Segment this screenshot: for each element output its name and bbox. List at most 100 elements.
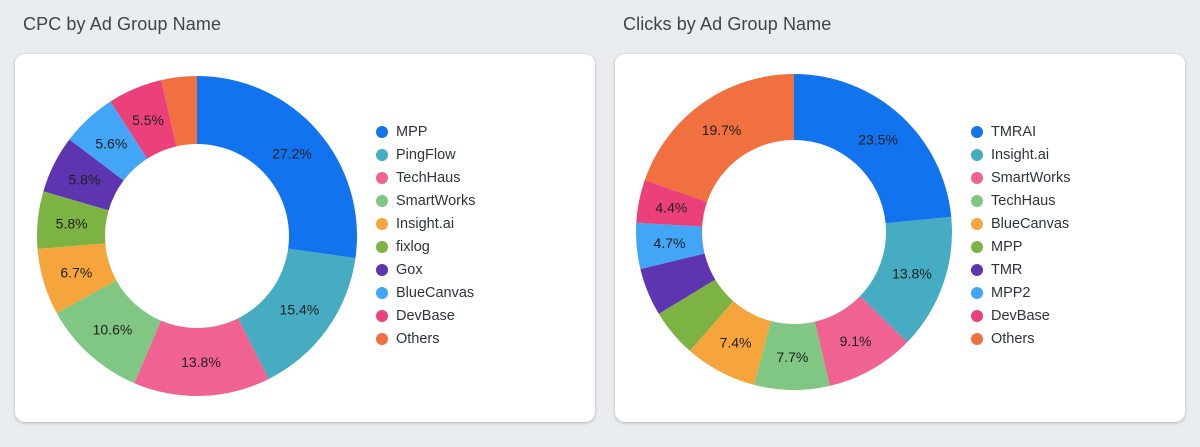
legend-item-smartworks[interactable]: SmartWorks — [971, 166, 1071, 189]
legend-swatch — [971, 332, 983, 345]
legend-label: Insight.ai — [396, 215, 455, 232]
legend-label: TechHaus — [991, 192, 1056, 209]
legend-swatch — [971, 171, 983, 184]
legend-label: fixlog — [396, 238, 430, 255]
legend-label: Others — [991, 330, 1035, 347]
slice-devbase[interactable] — [110, 80, 177, 159]
legend-label: PingFlow — [396, 146, 456, 163]
legend-swatch — [971, 286, 983, 299]
legend-item-fixlog[interactable]: fixlog — [376, 235, 476, 258]
legend-item-bluecanvas[interactable]: BlueCanvas — [971, 212, 1071, 235]
legend-swatch — [376, 171, 388, 184]
legend-item-devbase[interactable]: DevBase — [376, 304, 476, 327]
slice-label-insight-ai: 13.8% — [892, 265, 932, 281]
slice-techhaus[interactable] — [754, 321, 830, 391]
legend-item-mpp2[interactable]: MPP2 — [971, 281, 1071, 304]
slice-fixlog[interactable] — [36, 191, 109, 250]
legend-swatch — [971, 240, 983, 253]
legend-label: TechHaus — [396, 169, 461, 186]
cpc-chart-card: 5.5% 5.6% 5.8% 5.8% 6.7% 10.6% 13.8% 15.4% 27.2%… — [15, 54, 595, 422]
cpc-donut-chart: 5.5% 5.6% 5.8% 5.8% 6.7% 10.6% 13.8% 15.4% 27.2% — [36, 76, 357, 396]
clicks-chart-card: 19.7% 4.4% 4.7% 7.4% 7.7% 9.1% 13.8% 23.5% TMRA… — [615, 54, 1185, 422]
slice-label-devbase: 5.5% — [132, 112, 164, 128]
slice-smartworks[interactable] — [56, 280, 161, 384]
legend-swatch — [376, 125, 388, 138]
legend-swatch — [971, 148, 983, 161]
slice-label-bluecanvas: 5.6% — [95, 136, 127, 152]
slice-label-techhaus: 7.7% — [776, 349, 808, 365]
legend-item-gox[interactable]: Gox — [376, 258, 476, 281]
slice-mpp2[interactable] — [636, 222, 705, 270]
legend-swatch — [971, 217, 983, 230]
cpc-legend: MPP PingFlow TechHaus SmartWorks Insight.ai f… — [376, 120, 476, 350]
legend-swatch — [376, 286, 388, 299]
clicks-legend: TMRAI Insight.ai SmartWorks TechHaus BlueCan… — [971, 120, 1071, 350]
legend-swatch — [376, 217, 388, 230]
slice-label-devbase: 4.4% — [655, 200, 687, 216]
slice-label-bluecanvas: 7.4% — [720, 334, 752, 350]
slice-bluecanvas[interactable] — [69, 101, 148, 181]
slice-label-mpp: 27.2% — [272, 145, 312, 161]
chart-title-clicks: Clicks by Ad Group Name — [623, 14, 832, 34]
slice-pingflow[interactable] — [238, 248, 356, 380]
slice-mpp[interactable] — [197, 76, 357, 259]
legend-item-smartworks[interactable]: SmartWorks — [376, 189, 476, 212]
legend-item-tmrai[interactable]: TMRAI — [971, 120, 1071, 143]
legend-label: TMR — [991, 261, 1023, 278]
slice-label-techhaus: 13.8% — [181, 354, 221, 370]
slice-label-others: 19.7% — [702, 122, 742, 138]
legend-label: TMRAI — [991, 123, 1037, 140]
legend-item-bluecanvas[interactable]: BlueCanvas — [376, 281, 476, 304]
legend-label: MPP — [991, 238, 1023, 255]
legend-item-others[interactable]: Others — [376, 327, 476, 350]
legend-item-devbase[interactable]: DevBase — [971, 304, 1071, 327]
legend-label: Others — [396, 330, 440, 347]
slice-tmr[interactable] — [640, 253, 716, 314]
legend-label: DevBase — [396, 307, 455, 324]
slice-insight-ai[interactable] — [37, 243, 117, 314]
slice-label-tmrai: 23.5% — [858, 131, 898, 147]
slice-bluecanvas[interactable] — [689, 301, 771, 385]
slice-gox[interactable] — [43, 139, 124, 211]
legend-swatch — [376, 309, 388, 322]
legend-label: BlueCanvas — [396, 284, 475, 301]
slice-devbase[interactable] — [636, 180, 708, 227]
slice-tmrai[interactable] — [794, 74, 952, 224]
legend-item-pingflow[interactable]: PingFlow — [376, 143, 476, 166]
slice-label-fixlog: 5.8% — [56, 215, 88, 231]
legend-swatch — [971, 309, 983, 322]
legend-swatch — [376, 332, 388, 345]
legend-item-mpp[interactable]: MPP — [971, 235, 1071, 258]
legend-label: Gox — [396, 261, 423, 278]
legend-swatch — [376, 194, 388, 207]
slice-techhaus[interactable] — [134, 318, 269, 396]
slice-others[interactable] — [644, 74, 794, 202]
slice-others[interactable] — [161, 76, 197, 147]
legend-swatch — [971, 263, 983, 276]
legend-swatch — [971, 125, 983, 138]
legend-swatch — [971, 194, 983, 207]
legend-item-techhaus[interactable]: TechHaus — [971, 189, 1071, 212]
slice-label-smartworks: 10.6% — [93, 321, 133, 337]
slice-label-insight-ai: 6.7% — [60, 264, 92, 280]
legend-item-others[interactable]: Others — [971, 327, 1071, 350]
legend-label: MPP2 — [991, 284, 1031, 301]
legend-item-insight-ai[interactable]: Insight.ai — [971, 143, 1071, 166]
legend-swatch — [376, 148, 388, 161]
legend-swatch — [376, 240, 388, 253]
legend-label: MPP — [396, 123, 428, 140]
slice-mpp[interactable] — [658, 279, 734, 351]
slice-label-mpp2: 4.7% — [654, 235, 686, 251]
legend-item-techhaus[interactable]: TechHaus — [376, 166, 476, 189]
slice-smartworks[interactable] — [814, 296, 908, 386]
legend-label: DevBase — [991, 307, 1050, 324]
slice-label-smartworks: 9.1% — [840, 333, 872, 349]
slice-insight-ai[interactable] — [860, 216, 952, 343]
legend-swatch — [376, 263, 388, 276]
slice-label-gox: 5.8% — [68, 172, 100, 188]
legend-item-mpp[interactable]: MPP — [376, 120, 476, 143]
clicks-donut-chart: 19.7% 4.4% 4.7% 7.4% 7.7% 9.1% 13.8% 23.5% — [636, 74, 952, 391]
legend-item-insight-ai[interactable]: Insight.ai — [376, 212, 476, 235]
legend-item-tmr[interactable]: TMR — [971, 258, 1071, 281]
slice-label-pingflow: 15.4% — [280, 301, 320, 317]
